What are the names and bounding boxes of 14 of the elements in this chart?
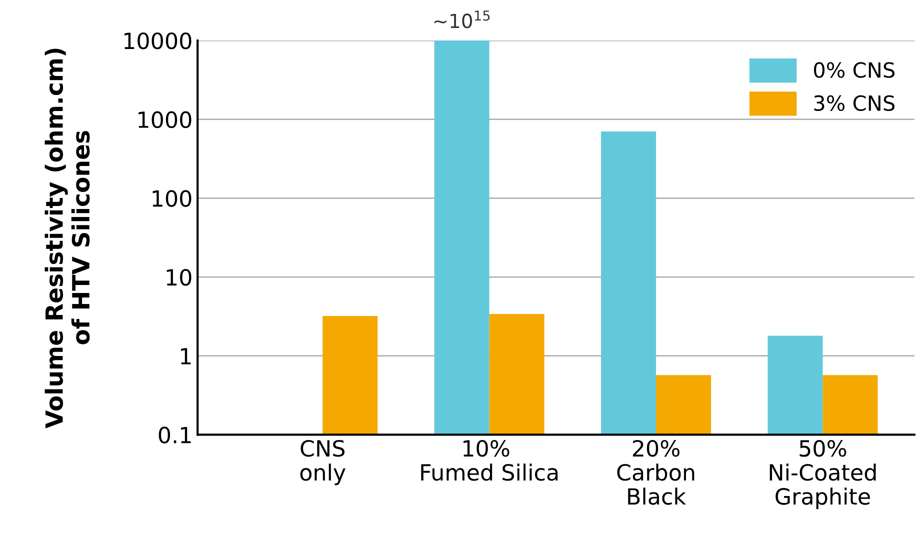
y-tick-label: 1 xyxy=(181,348,191,364)
y-tick-label: 1000 xyxy=(138,111,192,128)
legend-label: 0% CNS xyxy=(814,62,894,78)
x-tick-label: 20% Carbon Black xyxy=(617,440,694,505)
x-tick-label: 50% Ni-Coated Graphite xyxy=(770,440,876,510)
y-tick-label: 100 xyxy=(152,190,192,207)
y-tick-label: 10000 xyxy=(124,32,192,50)
data-label: ~10$^{15}$ xyxy=(434,10,490,28)
y-tick-label: 0.1 xyxy=(158,426,191,444)
x-tick-label: CNS only xyxy=(300,440,346,486)
y-tick-label: 10 xyxy=(166,268,192,286)
y-axis-title: Volume Resistivity (ohm.cm) of HTV Silicones xyxy=(44,48,90,428)
legend-label: 3% CNS xyxy=(814,95,894,112)
x-tick-label: 10% Fumed Silica xyxy=(421,440,558,481)
